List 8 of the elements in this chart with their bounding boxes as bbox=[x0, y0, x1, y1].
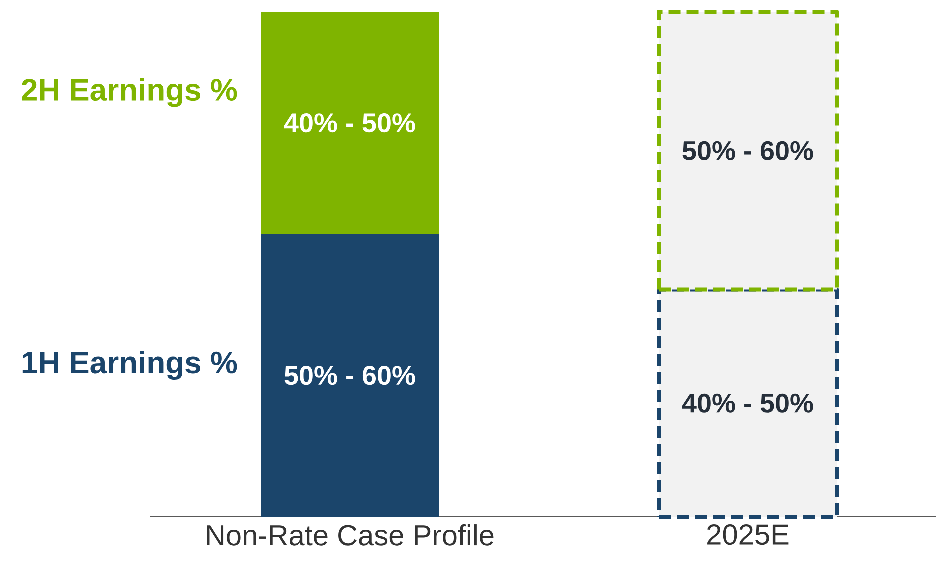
annotation: 50% - 60% bbox=[284, 366, 416, 386]
series-label: 2H Earnings % bbox=[22, 78, 238, 108]
x-tick-label: 2025E bbox=[708, 524, 789, 546]
annotation: 40% - 50% bbox=[284, 114, 416, 133]
x-tick-label: Non-Rate Case Profile bbox=[207, 524, 494, 546]
annotation: 40% - 50% bbox=[682, 394, 814, 413]
series-label: 1H Earnings % bbox=[22, 350, 238, 380]
annotation: 50% - 60% bbox=[682, 141, 814, 160]
